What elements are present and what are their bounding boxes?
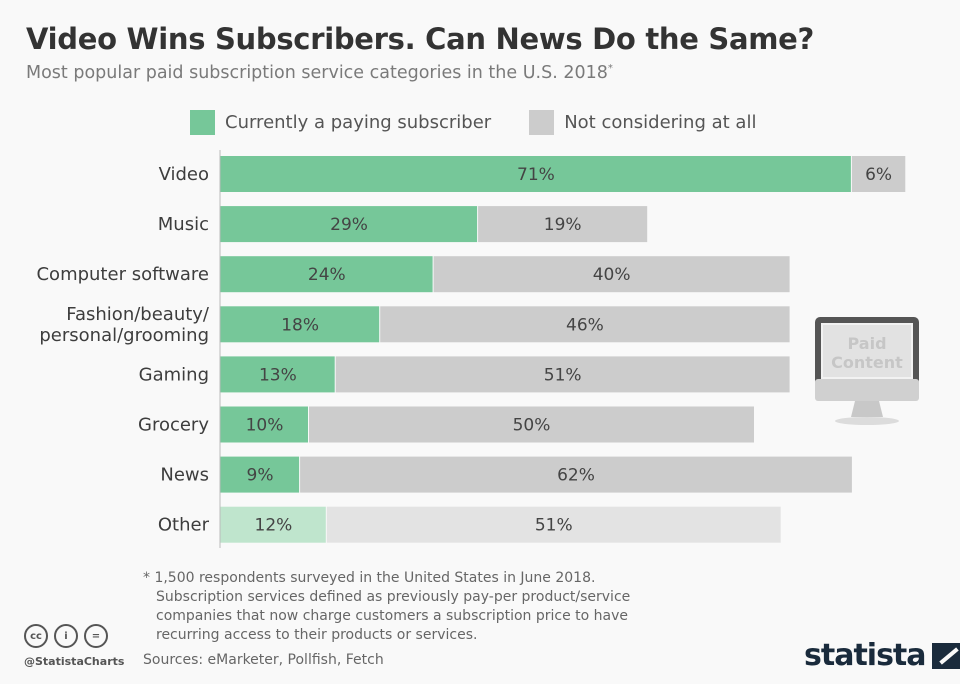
subtitle-text: Most popular paid subscription service c…	[26, 63, 608, 83]
legend-swatch-grey	[529, 110, 555, 135]
statista-logo[interactable]: statista	[804, 638, 960, 673]
data-label: 51%	[535, 516, 573, 536]
footnote-line: Subscription services defined as previou…	[156, 589, 631, 605]
footnote-line: recurring access to their products or se…	[156, 627, 478, 643]
legend-item-not-considering: Not considering at all	[529, 110, 756, 135]
category-label: Fashion/beauty/	[66, 304, 210, 325]
bar-paying	[220, 306, 380, 343]
monitor-text-line2: Content	[831, 353, 903, 372]
subtitle-asterisk: *	[607, 63, 613, 75]
chart-subtitle: Most popular paid subscription service c…	[26, 63, 613, 83]
creative-commons-icons[interactable]: cc i =	[24, 624, 108, 648]
legend-label: Currently a paying subscriber	[225, 112, 492, 133]
footnote-line: * 1,500 respondents surveyed in the Unit…	[143, 570, 596, 586]
bar-paying	[220, 506, 326, 543]
bar-not-considering	[326, 506, 781, 543]
data-label: 18%	[281, 315, 319, 335]
data-label: 51%	[544, 365, 582, 385]
category-label: Grocery	[138, 415, 209, 436]
monitor-text-line1: Paid	[847, 334, 886, 353]
attribution-icon: i	[54, 624, 78, 648]
category-label: Other	[158, 515, 210, 536]
bar-not-considering	[309, 406, 754, 443]
bar-paying	[220, 456, 300, 493]
bar-not-considering	[335, 356, 790, 393]
data-label: 19%	[544, 215, 582, 235]
logo-text: statista	[804, 638, 927, 673]
bar-paying	[220, 256, 433, 293]
category-label: Video	[159, 164, 209, 185]
bar-not-considering	[380, 306, 790, 343]
cc-icon: cc	[24, 624, 48, 648]
data-label: 50%	[513, 416, 551, 436]
footnote: * 1,500 respondents surveyed in the Unit…	[143, 569, 630, 645]
no-derivatives-icon: =	[84, 624, 108, 648]
data-label: 13%	[259, 365, 297, 385]
data-label: 24%	[308, 265, 346, 285]
bar-not-considering	[478, 206, 648, 243]
category-label: Music	[158, 214, 209, 235]
bar-chart: Video 71% 6% Music 29% 19% Computer software 24…	[36, 150, 906, 548]
chart-title: Video Wins Subscribers. Can News Do the …	[26, 22, 815, 56]
data-label: 29%	[330, 215, 368, 235]
category-label: Gaming	[139, 364, 209, 385]
twitter-handle[interactable]: @StatistaCharts	[24, 655, 125, 668]
data-label: 9%	[247, 466, 274, 486]
data-label: 46%	[566, 315, 604, 335]
footnote-line: companies that now charge customers a su…	[156, 608, 629, 624]
legend: Currently a paying subscriber Not consid…	[190, 110, 756, 135]
bar-paying	[220, 206, 478, 243]
bar-not-considering	[300, 456, 852, 493]
sources: Sources: eMarketer, Pollfish, Fetch	[143, 652, 384, 668]
data-label: 10%	[246, 416, 284, 436]
bar-not-considering	[851, 156, 906, 192]
data-label: 62%	[557, 466, 595, 486]
category-label: personal/grooming	[39, 325, 209, 346]
legend-label: Not considering at all	[564, 112, 757, 133]
legend-item-paying: Currently a paying subscriber	[190, 110, 491, 135]
bar-paying	[220, 406, 308, 443]
bar-not-considering	[433, 256, 790, 293]
legend-swatch-green	[190, 110, 215, 135]
data-label: 40%	[593, 265, 631, 285]
data-label: 6%	[865, 165, 892, 185]
category-label: News	[160, 465, 209, 486]
logo-mark-icon	[931, 642, 960, 669]
data-label: 71%	[517, 165, 555, 185]
data-label: 12%	[255, 516, 293, 536]
bar-paying	[220, 156, 851, 192]
category-label: Computer software	[36, 264, 209, 285]
bar-paying	[220, 356, 335, 393]
monitor-icon: Paid Content	[815, 317, 919, 425]
